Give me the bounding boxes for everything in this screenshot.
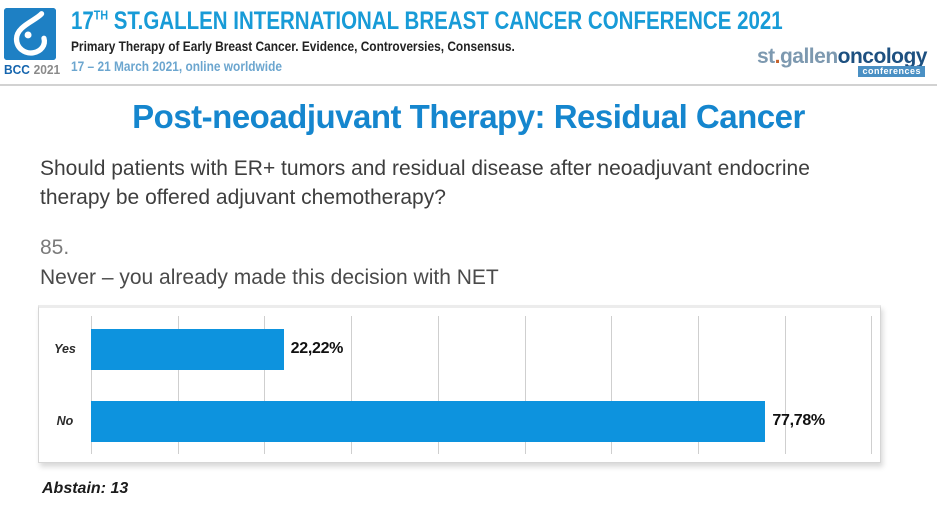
- gridline: [177, 316, 179, 455]
- question-text: Should patients with ER+ tumors and resi…: [40, 157, 810, 209]
- gridline: [611, 316, 613, 455]
- brand-conferences-ribbon: conferences: [858, 66, 925, 77]
- bcc-badge-year: 2021: [33, 62, 61, 77]
- brand-st-gallen: st.gallen: [757, 45, 838, 68]
- conference-title-number: 17: [71, 7, 94, 35]
- chart-rows: Yes 22,22% No 77,78%: [39, 308, 880, 462]
- brand-gallen: gallen: [779, 45, 838, 68]
- chart-gridlines: [91, 316, 880, 455]
- gridline: [351, 316, 353, 455]
- brand-dot: .: [774, 45, 781, 68]
- bar-yes: [91, 328, 284, 370]
- conference-dates: 17 – 21 March 2021, online worldwide: [71, 58, 282, 74]
- header-text-block: 17TH ST.GALLEN INTERNATIONAL BREAST CANC…: [71, 7, 937, 75]
- category-label-no: No: [56, 414, 74, 429]
- gridline: [871, 316, 873, 455]
- conference-title: 17TH ST.GALLEN INTERNATIONAL BREAST CANC…: [71, 7, 783, 35]
- gridline: [437, 316, 439, 455]
- poll-statement: Never – you already made this decision w…: [40, 266, 499, 290]
- bcc-badge: BCC 2021: [4, 62, 61, 77]
- gridline: [264, 316, 266, 455]
- bar-track: 22,22%: [91, 313, 880, 385]
- chart-row: Yes 22,22%: [39, 313, 880, 385]
- bar-no: [91, 400, 766, 442]
- brand-st: st: [756, 45, 775, 68]
- chart-plot-area: Yes 22,22% No 77,78%: [38, 305, 881, 464]
- conference-title-text: ST.GALLEN INTERNATIONAL BREAST CANCER CO…: [108, 7, 783, 35]
- value-label: 77,78%: [772, 412, 825, 430]
- poll-chart: Yes 22,22% No 77,78%: [38, 305, 881, 464]
- gridline: [91, 316, 92, 455]
- gridline: [784, 316, 786, 455]
- stgallen-oncology-logo: st.gallenoncology conferences: [757, 45, 928, 77]
- brand-oncology: oncology: [837, 45, 928, 68]
- conference-subtitle: Primary Therapy of Early Breast Cancer. …: [71, 38, 515, 54]
- conference-header: BCC 2021 17TH ST.GALLEN INTERNATIONAL BRE…: [0, 0, 937, 86]
- bcc-badge-text: BCC: [4, 62, 30, 77]
- breast-drop-icon: [4, 8, 56, 60]
- bcc-logo-icon: [4, 8, 56, 60]
- conference-title-ordinal: TH: [93, 7, 109, 23]
- gridline: [524, 316, 526, 455]
- chart-row: No 77,78%: [39, 385, 880, 457]
- value-label: 22,22%: [290, 340, 344, 358]
- category-label-yes: Yes: [54, 342, 76, 357]
- bar-track: 77,78%: [91, 385, 880, 457]
- gridline: [697, 316, 699, 455]
- slide-title: Post-neoadjuvant Therapy: Residual Cance…: [132, 98, 805, 135]
- question-number: 85.: [40, 236, 70, 260]
- bcc-logo: BCC 2021: [4, 8, 64, 77]
- abstain-note: Abstain: 13: [42, 480, 129, 498]
